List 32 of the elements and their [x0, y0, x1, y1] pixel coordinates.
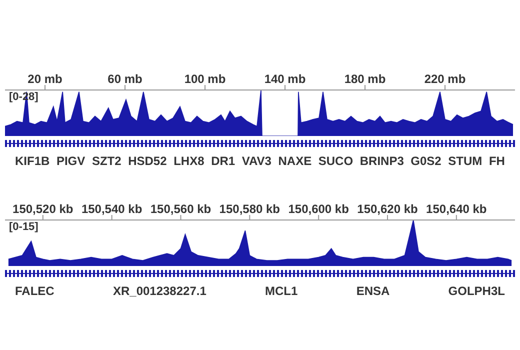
text: DR1 — [211, 154, 236, 168]
text: GOLPH3L — [448, 284, 505, 298]
text: SZT2 — [92, 154, 122, 168]
x-tick-label: 150,640 kb — [426, 202, 487, 216]
text: BRINP3 — [360, 154, 404, 168]
text: KIF1B — [15, 154, 50, 168]
x-tick-label: 150,560 kb — [150, 202, 212, 216]
x-tick-label: 60 mb — [108, 72, 142, 86]
text: MCL1 — [265, 284, 298, 298]
text: PIGV — [56, 154, 86, 168]
x-tick-label: 140 mb — [264, 72, 306, 86]
text: HSD52 — [128, 154, 167, 168]
text: ENSA — [356, 284, 390, 298]
text: FH — [488, 154, 505, 168]
y-axis-title: [0-15] — [9, 221, 38, 233]
x-tick-label: 20 mb — [28, 72, 62, 86]
text: STUM — [448, 154, 482, 168]
x-tick-label: 220 mb — [424, 72, 466, 86]
x-tick-label: 150,540 kb — [81, 202, 142, 216]
text: VAV3 — [242, 154, 272, 168]
x-tick-label: 150,620 kb — [357, 202, 418, 216]
text: SUCO — [318, 154, 354, 168]
text: NAXE — [278, 154, 312, 168]
x-tick-label: 180 mb — [344, 72, 386, 86]
text: XR_001238227.1 — [112, 284, 206, 298]
x-tick-label: 150,520 kb — [12, 202, 74, 216]
text: G0S2 — [410, 154, 442, 168]
x-tick-label: 100 mb — [184, 72, 226, 86]
text: LHX8 — [174, 154, 204, 168]
text: FALEC — [15, 284, 54, 298]
x-tick-label: 150,580 kb — [219, 202, 280, 216]
x-tick-label: 150,600 kb — [288, 202, 349, 216]
